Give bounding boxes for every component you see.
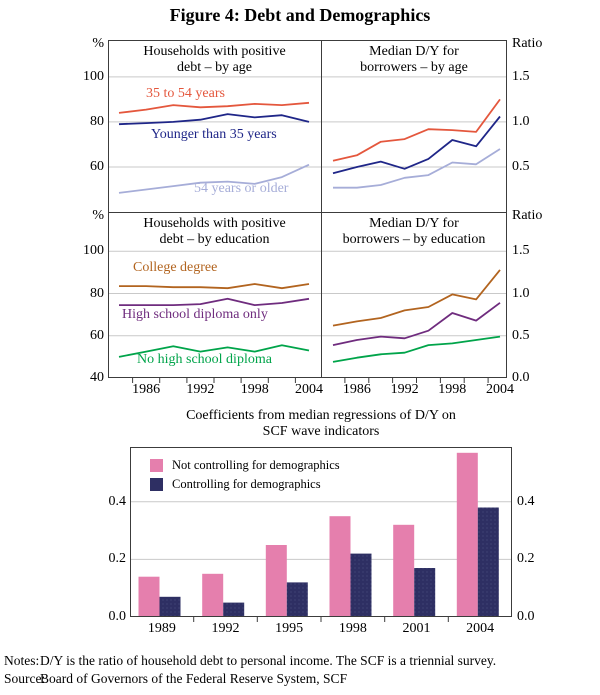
x-tick-label: 1989 <box>147 621 176 636</box>
x-tick-label: 1992 <box>186 382 215 397</box>
y-tick-label: 0.2 <box>517 551 535 567</box>
notes: Notes:D/Y is the ratio of household debt… <box>4 653 496 669</box>
x-tick-label: 1986 <box>132 382 161 397</box>
median-dy-by-age-chart <box>321 76 507 189</box>
panel-title-dy-by-age: Median D/Y for borrowers – by age <box>360 44 468 75</box>
y-tick-label: 100 <box>83 243 104 259</box>
notes-text: D/Y is the ratio of household debt to pe… <box>40 653 497 668</box>
source-text: Board of Governors of the Federal Reserv… <box>40 671 348 686</box>
bar-legend: Not controlling for demographics Control… <box>150 458 340 496</box>
y-tick-label: 60 <box>90 327 104 343</box>
bar-chart-title: Coefficients from median regressions of … <box>186 408 456 439</box>
axis-unit-label: Ratio <box>512 208 543 223</box>
y-tick-label: 100 <box>83 68 104 84</box>
y-tick-label: 60 <box>90 158 104 174</box>
y-tick-label: 0.0 <box>108 609 127 624</box>
x-tick-label: 2004 <box>295 382 323 397</box>
y-tick-label: 0.2 <box>108 551 127 567</box>
x-tick-label: 1992 <box>211 621 240 636</box>
legend-item-not-controlling: Not controlling for demographics <box>150 458 340 473</box>
median-dy-by-education-chart <box>321 250 507 383</box>
dy-coefficients-bar-chart <box>130 452 512 622</box>
panel-title-debt-by-education: Households with positive debt – by educa… <box>143 216 286 247</box>
legend-label-controlling: Controlling for demographics <box>172 477 321 491</box>
x-tick-label: 2004 <box>486 382 514 397</box>
y-tick-label: 40 <box>90 370 104 385</box>
y-tick-label: 1.5 <box>512 68 530 84</box>
y-tick-label: 0.4 <box>108 493 127 509</box>
x-tick-label: 1998 <box>338 621 367 636</box>
series-label-college: College degree <box>133 260 218 275</box>
y-tick-label: 0.0 <box>517 609 535 624</box>
series-label-no-high-school: No high school diploma <box>137 352 272 367</box>
series-label-high-school: High school diploma only <box>122 307 268 322</box>
x-tick-label: 1998 <box>240 382 269 397</box>
y-tick-label: 1.5 <box>512 243 530 259</box>
x-tick-label: 2001 <box>402 621 431 636</box>
legend-swatch-not-controlling <box>150 459 163 472</box>
y-tick-label: 80 <box>90 285 104 301</box>
x-tick-label: 1986 <box>342 382 371 397</box>
y-tick-label: 1.0 <box>512 285 530 301</box>
series-label-35-to-54: 35 to 54 years <box>146 86 225 101</box>
legend-swatch-controlling <box>150 478 163 491</box>
axis-unit-label: % <box>92 36 104 51</box>
y-tick-label: 0.0 <box>512 370 530 385</box>
y-tick-label: 0.5 <box>512 158 530 174</box>
axis-unit-label: Ratio <box>512 36 543 51</box>
x-tick-label: 1998 <box>438 382 467 397</box>
y-tick-label: 80 <box>90 113 104 129</box>
notes-label: Notes: <box>4 653 40 668</box>
x-tick-label: 1995 <box>275 621 304 636</box>
y-tick-label: 0.4 <box>517 493 535 509</box>
figure-title: Figure 4: Debt and Demographics <box>169 5 431 25</box>
y-tick-label: 0.5 <box>512 327 530 343</box>
axis-unit-label: % <box>92 208 104 223</box>
x-tick-label: 1992 <box>390 382 419 397</box>
source: Source:Board of Governors of the Federal… <box>4 671 347 687</box>
series-label-younger-35: Younger than 35 years <box>151 127 277 142</box>
panel-title-dy-by-education: Median D/Y for borrowers – by education <box>342 216 486 247</box>
legend-item-controlling: Controlling for demographics <box>150 477 340 492</box>
panel-title-debt-by-age: Households with positive debt – by age <box>143 44 286 75</box>
y-tick-label: 1.0 <box>512 113 530 129</box>
series-label-54-older: 54 years or older <box>194 181 289 196</box>
x-tick-label: 2004 <box>466 621 495 636</box>
households-debt-by-age-chart <box>108 76 321 194</box>
households-debt-by-education-chart <box>108 250 321 383</box>
legend-label-not-controlling: Not controlling for demographics <box>172 458 340 472</box>
source-label: Source: <box>4 671 46 686</box>
